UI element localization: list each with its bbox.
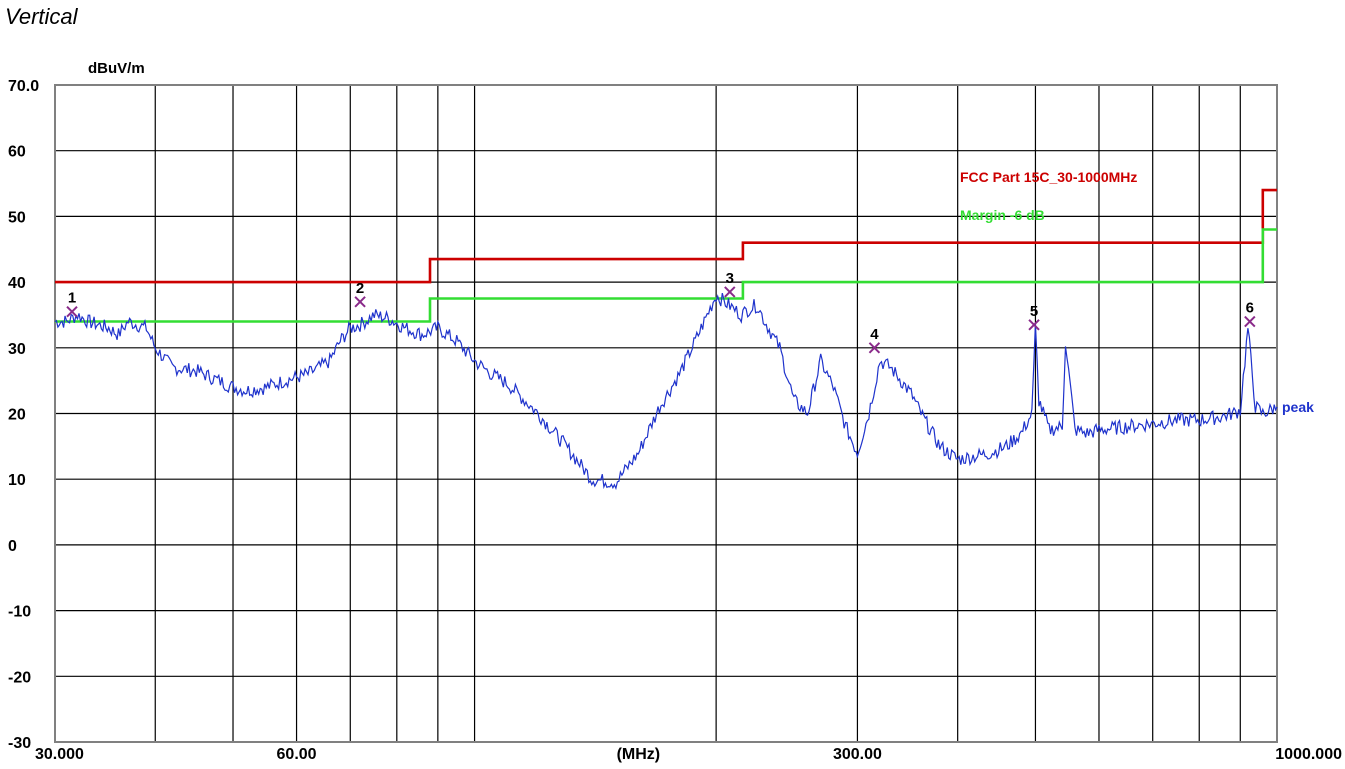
legend: FCC Part 15C_30-1000MHz Margin -6 dB peak [960, 169, 1314, 415]
marker-x [1028, 319, 1040, 331]
marker-x [724, 286, 736, 298]
marker-label: 2 [356, 280, 364, 297]
y-tick-label: 50 [8, 209, 26, 226]
marker-x [66, 305, 78, 318]
y-tick-label: -10 [8, 604, 31, 621]
marker-label: 3 [726, 270, 734, 287]
y-tick-label: 30 [8, 341, 26, 358]
marker-x [354, 296, 366, 308]
y-tick-label: -20 [8, 669, 31, 686]
marker-label: 5 [1030, 303, 1038, 320]
y-tick-label: 40 [8, 275, 26, 292]
marker-label: 4 [870, 326, 879, 343]
y-unit-label: dBuV/m [88, 60, 145, 77]
series-0 [55, 188, 1277, 284]
x-tick-label: 300.00 [833, 746, 882, 763]
x-tick-label: 30.000 [35, 746, 84, 763]
y-tick-label: 20 [8, 407, 26, 424]
y-tick-label: 60 [8, 144, 26, 161]
marker-x [868, 342, 881, 354]
marker-x [1244, 315, 1256, 328]
series-2 [54, 292, 1278, 491]
y-tick-label: -30 [8, 735, 31, 752]
x-tick-label: (MHz) [617, 746, 661, 763]
series-1 [55, 228, 1277, 323]
x-tick-labels: 30.000 60.00 (MHz) 300.00 1000.000 [35, 746, 1342, 763]
marker-label: 1 [68, 290, 76, 307]
series-lines [54, 188, 1278, 491]
peak-markers: 1 2 3 4 5 6 [66, 270, 1256, 354]
legend-limit: FCC Part 15C_30-1000MHz [960, 169, 1137, 185]
y-tick-labels: 70.0 60 50 40 30 20 10 0 -10 -20 -30 [8, 78, 39, 752]
x-tick-label: 60.00 [277, 746, 317, 763]
plot-frame [54, 84, 1278, 743]
grid-lines [55, 85, 1277, 742]
y-tick-label: 10 [8, 472, 26, 489]
marker-label: 6 [1246, 300, 1254, 317]
legend-margin: Margin -6 dB [960, 207, 1045, 223]
y-tick-label: 0 [8, 538, 17, 555]
x-tick-label: 1000.000 [1275, 746, 1342, 763]
y-tick-label: 70.0 [8, 78, 39, 95]
legend-peak: peak [1282, 399, 1314, 415]
page-title: Vertical [5, 4, 78, 29]
